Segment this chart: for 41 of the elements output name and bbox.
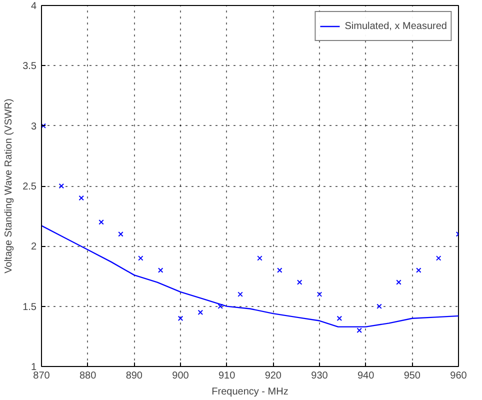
- point: [42, 123, 46, 128]
- y-axis-title: Voltage Standing Wave Ration (VSWR): [4, 98, 15, 274]
- x-tick-label: 960: [450, 370, 468, 382]
- point: [78, 195, 84, 201]
- point: [198, 310, 204, 315]
- point: [436, 256, 442, 261]
- point: [218, 304, 223, 309]
- x-tick-label: 880: [79, 370, 97, 382]
- point: [238, 292, 243, 297]
- point: [376, 304, 382, 309]
- point: [138, 256, 144, 261]
- x-tick-label: 870: [33, 370, 50, 382]
- y-tick-label: 3.5: [22, 61, 37, 72]
- x-tick-label: 950: [404, 370, 421, 382]
- y-tick-label: 2: [30, 242, 37, 253]
- y-tick-label: 3: [30, 121, 37, 132]
- x-tick-label: 900: [172, 370, 190, 382]
- point: [296, 280, 302, 285]
- x-tick-label: 940: [357, 370, 375, 382]
- point: [356, 328, 362, 334]
- point: [118, 232, 124, 237]
- point: [336, 316, 342, 321]
- y-tick-label: 1.5: [22, 302, 37, 313]
- point: [158, 268, 164, 273]
- point: [257, 256, 262, 261]
- x-tick-label: 910: [218, 370, 236, 382]
- point: [416, 268, 422, 273]
- point: [277, 268, 282, 273]
- legend-label: Simulated, x Measured: [344, 20, 447, 32]
- point: [58, 183, 64, 189]
- point: [98, 219, 104, 225]
- x-tick-label: 930: [311, 370, 328, 382]
- x-tick-label: 890: [126, 370, 143, 382]
- x-axis-title: Frequency - MHz: [212, 386, 288, 398]
- point: [396, 280, 402, 285]
- point: [178, 316, 184, 321]
- y-tick-label: 1: [30, 362, 37, 373]
- y-tick-label: 2.5: [22, 182, 37, 192]
- y-tick-label: 4: [30, 1, 37, 12]
- x-tick-label: 920: [264, 370, 282, 382]
- point: [316, 292, 322, 297]
